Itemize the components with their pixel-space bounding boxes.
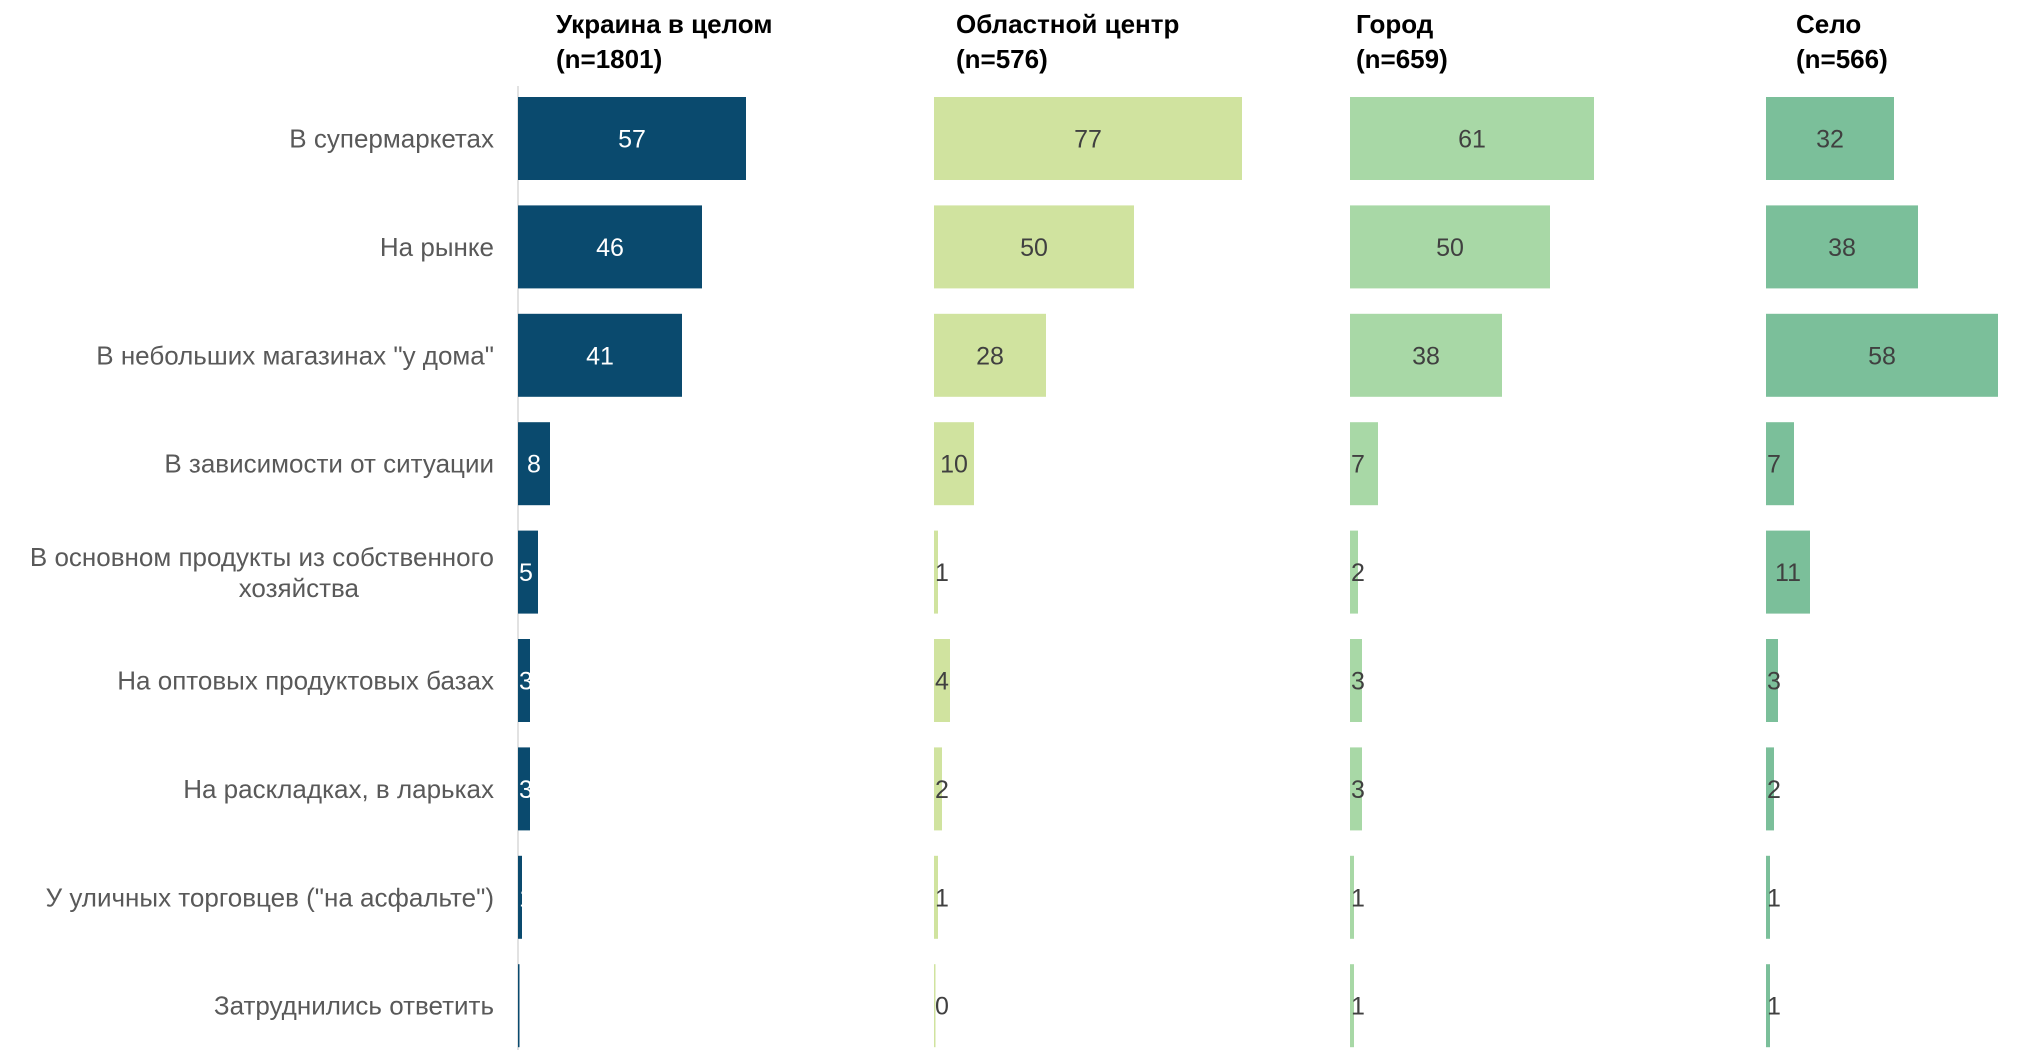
bar xyxy=(1766,639,1778,722)
value-label: 11 xyxy=(1775,559,1801,587)
value-label: 3 xyxy=(1351,668,1365,696)
bar xyxy=(1350,855,1354,939)
bar xyxy=(1766,747,1774,831)
category-label: В небольших магазинах "у дома" xyxy=(96,340,494,370)
bar xyxy=(934,639,950,722)
bar xyxy=(1766,964,1770,1048)
bar xyxy=(1350,639,1362,722)
value-label: 50 xyxy=(1020,234,1048,262)
bar xyxy=(518,747,530,831)
value-label: 50 xyxy=(1436,234,1464,262)
value-label: 1 xyxy=(1767,884,1781,912)
category-label: У уличных торговцев ("на асфальте") xyxy=(46,882,494,912)
bar xyxy=(934,747,942,831)
value-label: 57 xyxy=(618,126,646,154)
bar xyxy=(934,964,936,1048)
value-label: 1 xyxy=(519,884,533,912)
bar xyxy=(934,313,1046,397)
bar xyxy=(1350,97,1594,180)
bar xyxy=(518,205,702,289)
value-label: 77 xyxy=(1074,126,1102,154)
bar xyxy=(1766,422,1794,506)
bar xyxy=(1766,97,1894,180)
panel-subtitle: (n=576) xyxy=(956,44,1048,74)
panel-subtitle: (n=659) xyxy=(1356,44,1448,74)
category-label: На раскладках, в ларьках xyxy=(183,774,494,804)
bar xyxy=(934,530,938,614)
category-label: В зависимости от ситуации xyxy=(164,449,494,479)
panel-title: Город xyxy=(1356,9,1434,39)
panel-subtitle: (n=566) xyxy=(1796,44,1888,74)
value-label: 0 xyxy=(519,993,533,1021)
bar xyxy=(518,855,522,939)
category-label: На оптовых продуктовых базах xyxy=(117,666,494,696)
bar xyxy=(1350,422,1378,506)
value-label: 4 xyxy=(935,668,949,696)
bar xyxy=(1350,964,1354,1048)
value-label: 2 xyxy=(935,776,949,804)
bar xyxy=(934,422,974,506)
bar xyxy=(934,205,1134,289)
value-label: 1 xyxy=(1351,993,1365,1021)
category-label: В супермаркетах xyxy=(289,124,494,154)
bar xyxy=(1350,313,1502,397)
value-label: 38 xyxy=(1412,342,1440,370)
value-label: 58 xyxy=(1868,342,1896,370)
bar xyxy=(1350,747,1362,831)
bar xyxy=(1350,205,1550,289)
bar xyxy=(518,639,530,722)
value-label: 3 xyxy=(1351,776,1365,804)
bar xyxy=(518,313,682,397)
value-label: 61 xyxy=(1458,126,1486,154)
value-label: 41 xyxy=(586,342,614,370)
value-label: 2 xyxy=(1767,776,1781,804)
bar xyxy=(1766,530,1810,614)
bar xyxy=(1350,530,1358,614)
panel-subtitle: (n=1801) xyxy=(556,44,662,74)
panel-title: Областной центр xyxy=(956,9,1179,39)
value-label: 5 xyxy=(519,559,533,587)
bar xyxy=(518,422,550,506)
value-label: 46 xyxy=(596,234,624,262)
value-label: 3 xyxy=(1767,668,1781,696)
value-label: 1 xyxy=(935,559,949,587)
bar xyxy=(1766,205,1918,289)
value-label: 1 xyxy=(1767,993,1781,1021)
value-label: 7 xyxy=(1351,451,1365,479)
bar xyxy=(934,855,938,939)
value-label: 8 xyxy=(527,451,541,479)
panel-title: Село xyxy=(1796,9,1861,39)
value-label: 28 xyxy=(976,342,1004,370)
value-label: 32 xyxy=(1816,126,1844,154)
value-label: 3 xyxy=(519,776,533,804)
category-label: Затруднились ответить xyxy=(214,991,494,1021)
bar xyxy=(518,97,746,180)
value-label: 1 xyxy=(935,884,949,912)
bar xyxy=(518,964,520,1048)
value-label: 0 xyxy=(935,993,949,1021)
value-label: 10 xyxy=(940,451,968,479)
bar xyxy=(518,530,538,614)
bar xyxy=(934,97,1242,180)
value-label: 7 xyxy=(1767,451,1781,479)
category-label: В основном продукты из собственного хозяй… xyxy=(30,542,494,603)
panel-title: Украина в целом xyxy=(556,9,773,39)
bar xyxy=(1766,855,1770,939)
value-label: 2 xyxy=(1351,559,1365,587)
value-label: 3 xyxy=(519,668,533,696)
bar xyxy=(1766,313,1998,397)
value-label: 38 xyxy=(1828,234,1856,262)
category-label: На рынке xyxy=(380,232,494,262)
value-label: 1 xyxy=(1351,884,1365,912)
